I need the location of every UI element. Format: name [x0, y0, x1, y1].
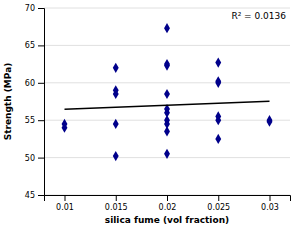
point — [164, 89, 170, 99]
tick: 0.015 — [105, 195, 128, 212]
tick-mark — [167, 195, 168, 201]
tick: 65 — [25, 41, 44, 50]
tick: 55 — [25, 116, 44, 125]
tick-label: 0.01 — [56, 203, 74, 212]
point — [215, 115, 221, 125]
point — [164, 23, 170, 33]
tick: 0.03 — [261, 195, 279, 212]
tick-label: 0.015 — [105, 203, 128, 212]
point — [62, 123, 68, 133]
grid-line — [44, 82, 290, 83]
tick-mark — [65, 195, 66, 201]
tick-label: 45 — [25, 191, 35, 200]
tick-mark — [116, 195, 117, 201]
tick: 0.02 — [159, 195, 177, 212]
tick-label: 0.02 — [159, 203, 177, 212]
point — [113, 151, 119, 161]
tick: 0.025 — [207, 195, 230, 212]
point — [215, 78, 221, 88]
tick-mark — [218, 195, 219, 201]
x-axis-title: silica fume (vol fraction) — [105, 215, 229, 225]
tick-label: 0.025 — [207, 203, 230, 212]
plot: 0.01 0.015 0.02 0.025 0.03 45 50 55 60 65 70 R² = 0… — [25, 4, 291, 212]
tick-label: 55 — [25, 116, 35, 125]
point — [164, 126, 170, 136]
annotation: R² = 0.0136 — [231, 11, 286, 21]
marks — [62, 23, 273, 161]
tick-label: 0.03 — [261, 203, 279, 212]
grid — [44, 8, 290, 195]
point — [113, 63, 119, 73]
point — [164, 149, 170, 159]
tick-mark — [38, 195, 44, 196]
point — [113, 89, 119, 99]
tick: 0.01 — [56, 195, 74, 212]
y-axis-title: Strength (MPa) — [3, 63, 13, 141]
point — [215, 58, 221, 68]
point — [267, 117, 273, 127]
point — [215, 134, 221, 144]
tick-label: 70 — [25, 4, 35, 13]
tick-mark — [38, 45, 44, 46]
tick-mark — [38, 158, 44, 159]
tick-mark — [270, 195, 271, 201]
chart: 0.01 0.015 0.02 0.025 0.03 45 50 55 60 65 70 R² = 0… — [0, 0, 300, 229]
x-axis: 0.01 0.015 0.02 0.025 0.03 — [45, 195, 291, 212]
grid-line — [44, 8, 290, 9]
tick-mark — [38, 8, 44, 9]
point — [164, 60, 170, 70]
tick-label: 60 — [25, 79, 35, 88]
axis-line — [45, 196, 291, 202]
y-axis: 45 50 55 60 65 70 — [25, 4, 45, 200]
tick-mark — [38, 120, 44, 121]
fit-line — [65, 101, 270, 109]
tick-label: 50 — [25, 154, 35, 163]
axis-line — [38, 9, 45, 196]
tick: 50 — [25, 154, 44, 163]
grid-line — [44, 45, 290, 46]
tick: 70 — [25, 4, 44, 13]
tick: 45 — [25, 191, 44, 200]
tick-label: 65 — [25, 41, 35, 50]
point — [113, 119, 119, 129]
tick: 60 — [25, 79, 44, 88]
tick-mark — [38, 83, 44, 84]
